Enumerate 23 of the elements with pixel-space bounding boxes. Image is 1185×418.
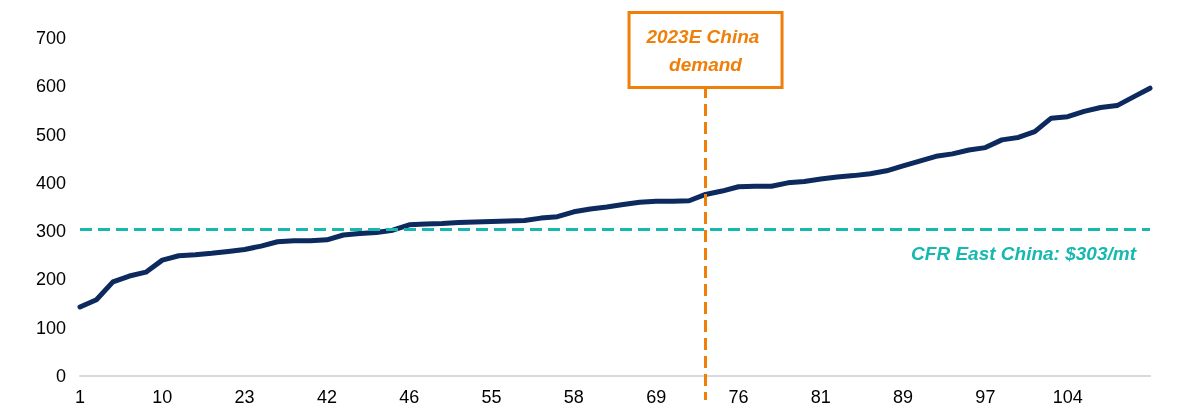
x-tick-label: 76	[728, 387, 749, 407]
x-tick-label: 58	[563, 387, 584, 407]
x-tick-label: 23	[234, 387, 255, 407]
y-tick-label: 0	[55, 366, 66, 386]
ref-line-label: CFR East China: $303/mt	[911, 242, 1137, 264]
x-tick-label: 1	[74, 387, 86, 407]
x-tick-label: 104	[1052, 387, 1083, 407]
x-tick-label: 55	[481, 387, 502, 407]
x-tick-label: 10	[152, 387, 173, 407]
x-tick-label: 42	[316, 387, 337, 407]
x-tick-label: 89	[893, 387, 914, 407]
y-tick-label: 100	[35, 317, 66, 338]
x-tick-label: 69	[646, 387, 667, 407]
y-tick-label: 600	[35, 76, 66, 97]
y-tick-label: 200	[35, 269, 66, 290]
x-tick-label: 81	[810, 387, 831, 407]
y-tick-label: 500	[35, 124, 66, 145]
y-tick-label: 700	[35, 28, 66, 48]
y-tick-label: 300	[35, 221, 66, 242]
x-tick-label: 46	[399, 387, 420, 407]
x-tick-label: 97	[975, 387, 996, 407]
y-tick-label: 400	[35, 172, 66, 193]
annotation: 2023E China demand	[645, 25, 765, 75]
